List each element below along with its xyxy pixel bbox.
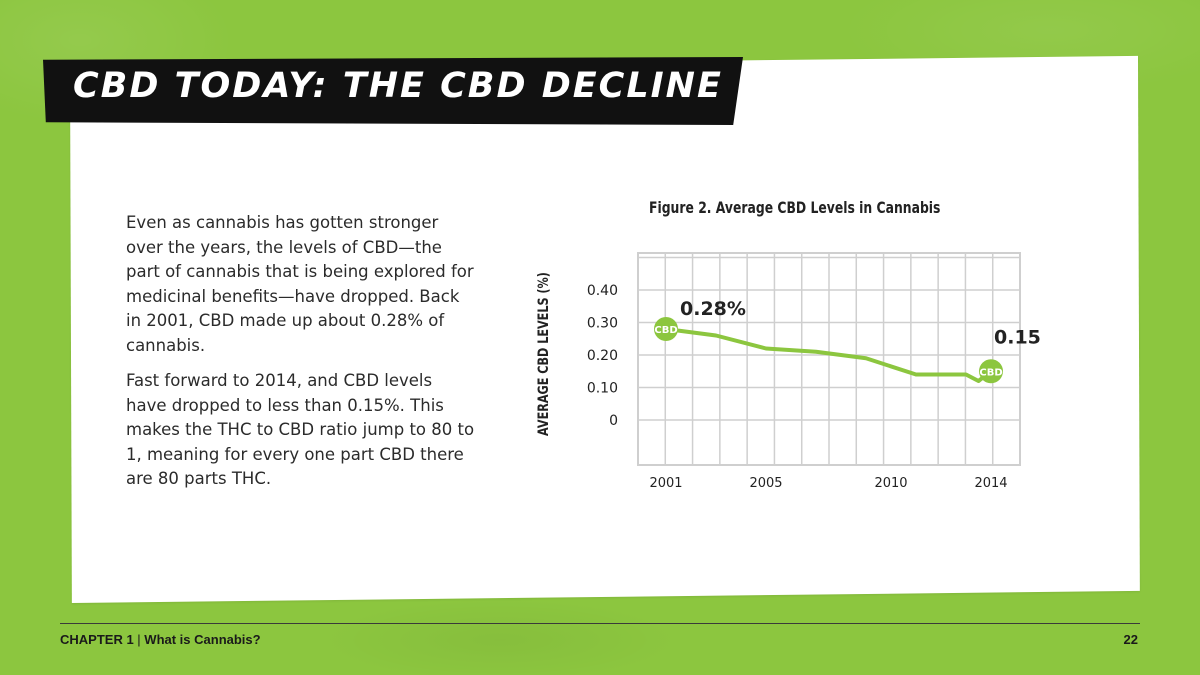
title-banner <box>43 57 743 125</box>
page-title: CBD TODAY: THE CBD DECLINE <box>73 66 723 106</box>
y-tick-label: 0.40 <box>587 283 618 299</box>
y-tick-label: 0.30 <box>587 316 618 332</box>
cbd-marker-label: CBD <box>654 325 677 336</box>
chart-title: Figure 2. Average CBD Levels in Cannabis <box>649 198 941 217</box>
value-annotation: 0.15% <box>994 326 1040 348</box>
y-axis-title: AVERAGE CBD LEVELS (%) <box>536 272 552 436</box>
chart-annotations: 0.28% 0.15% <box>680 298 1040 348</box>
chart-grid <box>637 252 1021 466</box>
cbd-point-marker <box>979 359 1003 384</box>
x-tick-label: 2001 <box>649 476 682 491</box>
chart-series: CBD CBD <box>654 317 1003 384</box>
y-axis-ticks: 0.40 0.30 0.20 0.10 0 <box>587 283 618 429</box>
x-tick-label: 2005 <box>749 476 782 491</box>
page-number: 22 <box>1123 632 1138 647</box>
cbd-line-chart: 0.400.300.200.100 2001 2005 2010 2014 CBDCB… <box>587 252 1040 491</box>
footer-chapter-label: CHAPTER 1 <box>60 632 134 647</box>
footer-section-label: What is Cannabis? <box>144 632 261 647</box>
body-text: Even as cannabis has gotten stronger ove… <box>126 211 476 503</box>
y-tick-label: 0.20 <box>587 348 618 364</box>
x-axis-ticks: 2001 2005 2010 2014 <box>649 476 1007 491</box>
value-annotation: 0.28% <box>680 298 746 320</box>
y-tick-label: 0.10 <box>587 381 618 397</box>
cbd-point-marker <box>654 317 678 341</box>
footer-divider <box>60 623 1140 624</box>
y-tick-label: 0 <box>609 413 618 429</box>
footer-chapter: CHAPTER 1 | What is Cannabis? <box>60 632 261 647</box>
x-tick-label: 2010 <box>874 476 907 491</box>
paragraph-2: Fast forward to 2014, and CBD levels hav… <box>126 371 475 488</box>
footer-separator: | <box>133 632 145 647</box>
cbd-series-line <box>664 327 993 383</box>
x-tick-label: 2014 <box>974 476 1007 491</box>
cbd-marker-label: CBD <box>979 367 1002 378</box>
paragraph-1: Even as cannabis has gotten stronger ove… <box>126 213 474 355</box>
